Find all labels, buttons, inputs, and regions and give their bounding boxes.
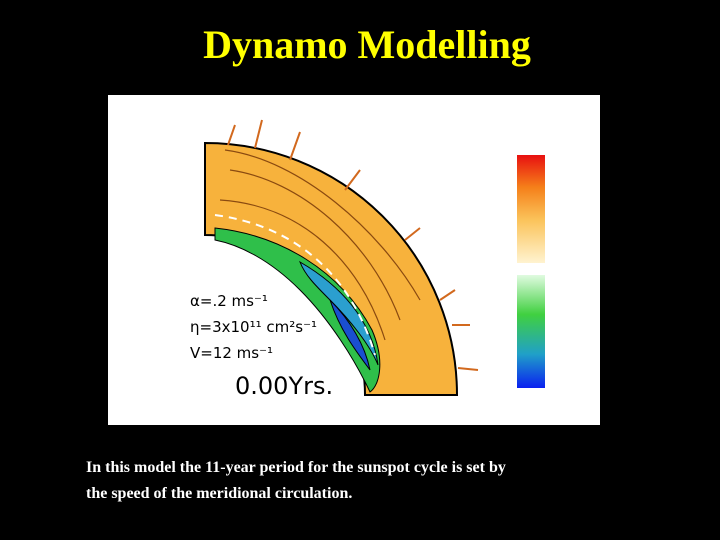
alpha-label: α=.2 ms⁻¹ xyxy=(190,292,268,310)
caption-line: the speed of the meridional circulation. xyxy=(86,485,352,502)
field-band-core xyxy=(329,299,371,371)
colorbar-positive xyxy=(517,155,545,263)
figure: α=.2 ms⁻¹ η=3x10¹¹ cm²s⁻¹ V=12 ms⁻¹ 0.00… xyxy=(108,95,600,425)
colorbar-negative xyxy=(517,275,545,388)
caption-line: In this model the 11-year period for the… xyxy=(86,459,506,476)
field-lines xyxy=(227,119,479,371)
time-box xyxy=(232,370,350,400)
velocity-label: V=12 ms⁻¹ xyxy=(190,344,273,362)
time-label: 0.00Yrs. xyxy=(235,372,333,400)
field-band-blue xyxy=(299,260,379,366)
eta-label: η=3x10¹¹ cm²s⁻¹ xyxy=(190,318,317,336)
contours xyxy=(219,149,421,341)
slide-title: Dynamo Modelling xyxy=(203,22,531,67)
